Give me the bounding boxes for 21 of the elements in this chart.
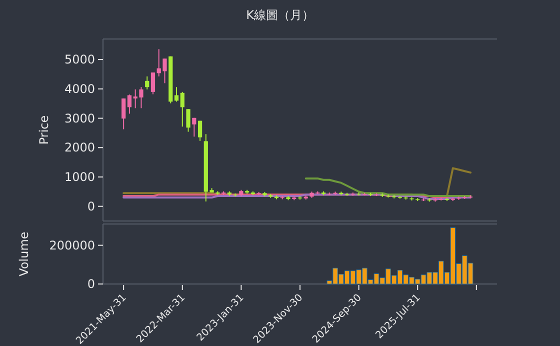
y-tick-label: 5000: [64, 52, 95, 67]
y-tick-label: 3000: [64, 111, 95, 126]
y-axis-title: Volume: [17, 232, 31, 276]
y-axis-title: Price: [37, 115, 51, 145]
candlestick: [174, 86, 179, 102]
y-tick-label: 4000: [64, 82, 95, 96]
candlestick: [192, 117, 196, 138]
y-tick-label: 2000: [64, 140, 95, 155]
chart-title: K線圖（月）: [246, 8, 314, 22]
candlestick: [145, 76, 150, 90]
line-series: [304, 177, 472, 198]
y-tick-label: 1000: [64, 170, 95, 184]
candlestick: [198, 120, 202, 142]
candlestick: [150, 72, 156, 95]
y-tick-label: 200000: [49, 238, 95, 252]
candlestick: [127, 94, 132, 114]
candlestick: [186, 108, 190, 132]
y-tick-label: 0: [87, 277, 95, 291]
candlestick: [122, 98, 126, 130]
candlestick: [180, 91, 184, 128]
y-tick-label: 0: [87, 199, 95, 214]
